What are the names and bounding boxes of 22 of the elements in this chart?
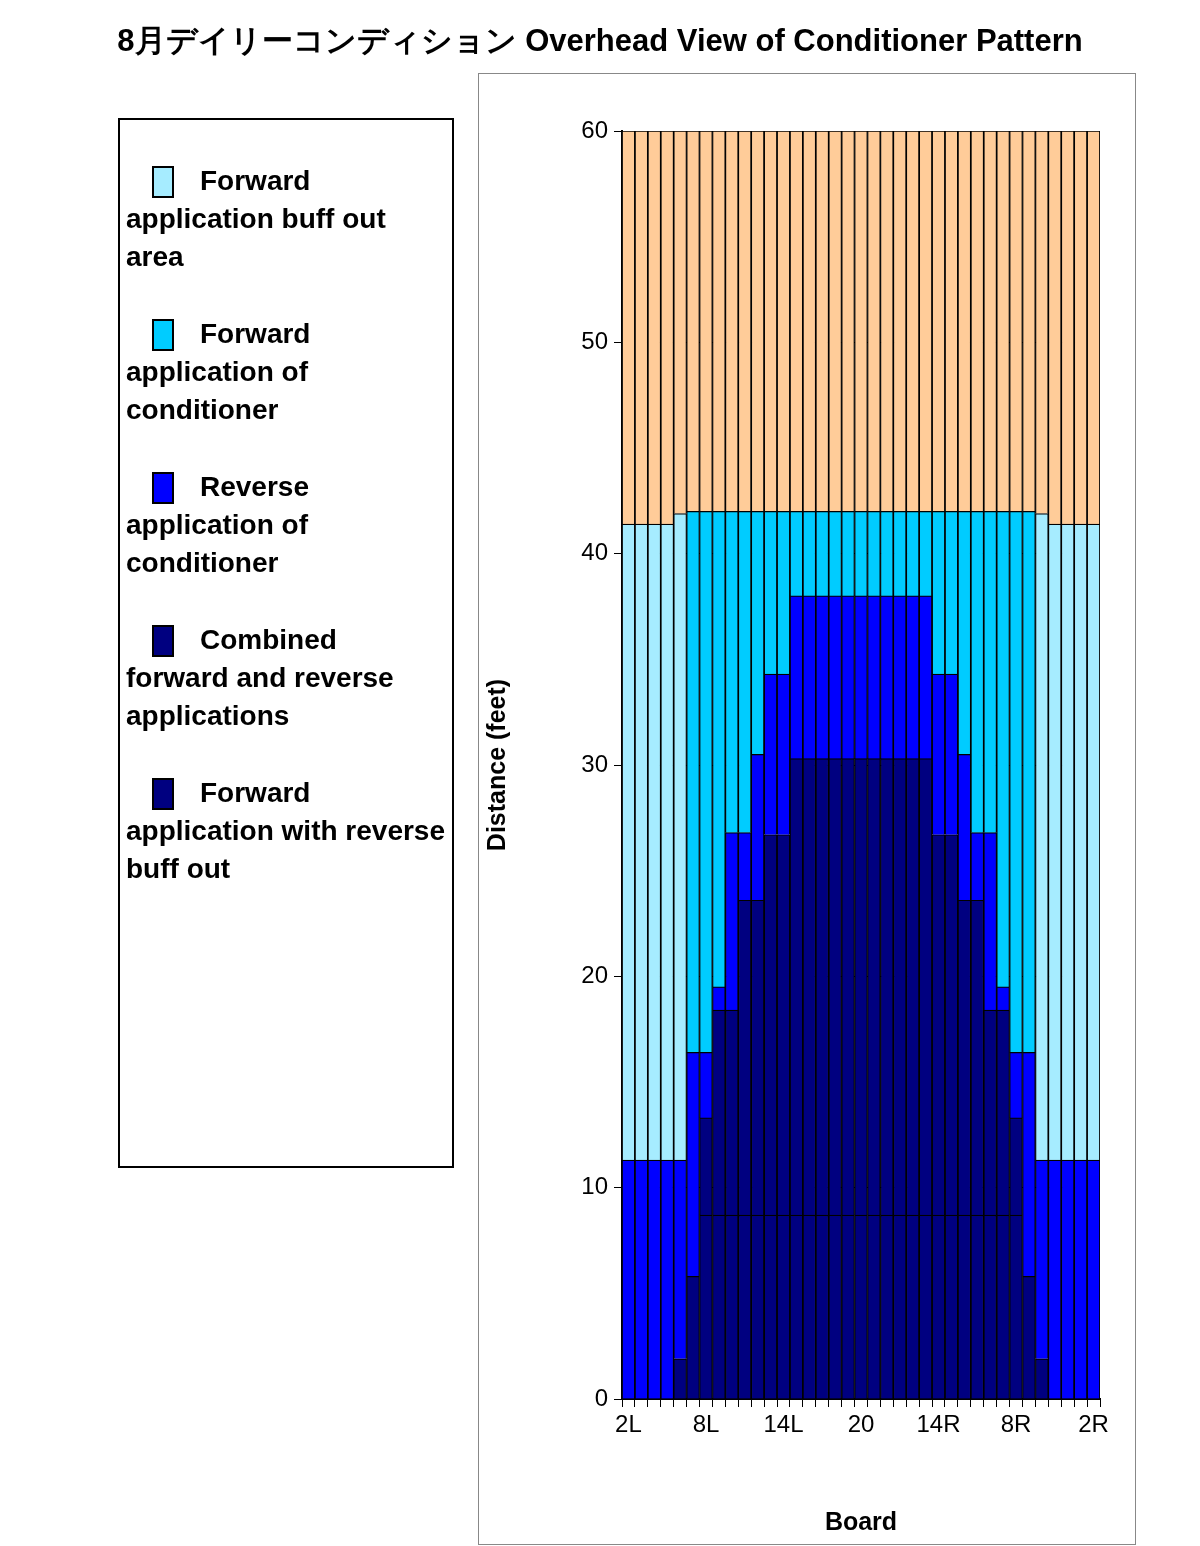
x-tick-label: 8L xyxy=(692,1410,720,1438)
chart-title: 8月デイリーコンディション Overhead View of Conditioner Pattern xyxy=(116,22,1084,60)
legend-label: Forward application of conditioner xyxy=(126,318,311,425)
y-tick-label: 40 xyxy=(581,538,608,566)
y-tick-label: 20 xyxy=(581,960,608,988)
x-axis-title: Board xyxy=(824,1506,898,1535)
y-axis-title: Distance (feet) xyxy=(481,678,510,852)
x-tick-label: 8R xyxy=(1000,1410,1032,1438)
y-tick-label: 50 xyxy=(581,326,608,354)
y-tick-label: 10 xyxy=(581,1172,608,1200)
y-tick-label: 30 xyxy=(581,749,608,777)
x-tick-label: 2R xyxy=(1078,1410,1109,1438)
legend-label: Forward application buff out area xyxy=(126,165,386,272)
x-tick-label: 2L xyxy=(615,1410,642,1438)
y-tick-label: 60 xyxy=(581,115,608,143)
legend-label: Combined forward and reverse applications xyxy=(126,624,394,731)
x-tick-label: 14R xyxy=(916,1410,961,1438)
x-tick-label: 14L xyxy=(763,1410,804,1438)
legend-label: Reverse application of conditioner xyxy=(126,471,309,578)
y-tick-label: 0 xyxy=(594,1383,608,1411)
legend-label: Forward application with reverse buff out xyxy=(126,777,445,884)
x-tick-label: 20 xyxy=(847,1410,875,1438)
